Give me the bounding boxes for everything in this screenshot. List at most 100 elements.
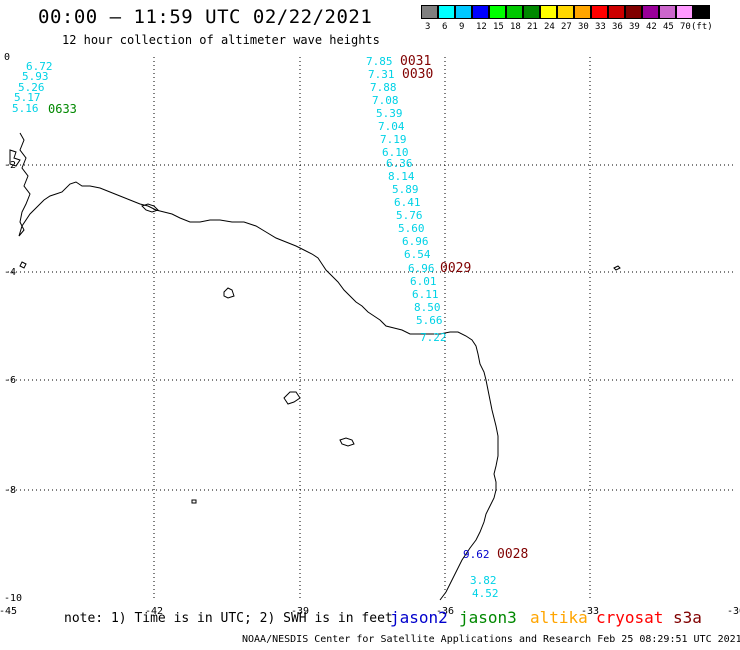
legend-swatch bbox=[659, 5, 676, 19]
wave-height-reading: 6.36 bbox=[386, 157, 413, 170]
legend-label: 39 bbox=[629, 22, 640, 32]
legend-label: 18 bbox=[510, 22, 521, 32]
x-tick-label: -30 bbox=[727, 606, 740, 617]
island-6 bbox=[191, 499, 197, 504]
legend-swatch bbox=[489, 5, 506, 19]
x-tick-label: -45 bbox=[0, 606, 17, 617]
wave-height-reading: 6.96 bbox=[402, 235, 429, 248]
satellite-label-altika: altika bbox=[530, 608, 588, 627]
wave-height-reading: 6.41 bbox=[394, 196, 421, 209]
satellite-label-cryosat: cryosat bbox=[596, 608, 664, 627]
legend-label: 33 bbox=[595, 22, 606, 32]
legend-label: 6 bbox=[442, 22, 448, 32]
x-tick-label: -39 bbox=[291, 606, 309, 617]
legend-label: 15 bbox=[493, 22, 504, 32]
island-1 bbox=[223, 287, 235, 299]
legend-label: 45 bbox=[663, 22, 674, 32]
legend-swatch bbox=[438, 5, 455, 19]
wave-height-reading: 7.88 bbox=[370, 81, 397, 94]
island-2 bbox=[283, 391, 301, 405]
wave-height-reading: 5.39 bbox=[376, 107, 403, 120]
x-tick-label: -36 bbox=[436, 606, 454, 617]
island-5 bbox=[19, 261, 27, 269]
x-tick-label: -33 bbox=[581, 606, 599, 617]
wave-height-reading: 5.60 bbox=[398, 222, 425, 235]
legend-swatch bbox=[523, 5, 540, 19]
time-label: 0030 bbox=[402, 67, 433, 82]
legend-label: 42 bbox=[646, 22, 657, 32]
wave-height-reading: 8.50 bbox=[414, 301, 441, 314]
legend-swatch bbox=[676, 5, 693, 19]
map-subtitle: 12 hour collection of altimeter wave hei… bbox=[62, 33, 380, 47]
color-legend bbox=[421, 5, 710, 19]
y-tick-label: -8 bbox=[4, 485, 16, 496]
y-tick-label: -10 bbox=[4, 593, 22, 604]
wave-height-reading: 8.14 bbox=[388, 170, 415, 183]
legend-swatch bbox=[455, 5, 472, 19]
wave-height-reading: 5.93 bbox=[22, 70, 49, 83]
wave-height-reading: 6.11 bbox=[412, 288, 439, 301]
legend-swatch bbox=[574, 5, 591, 19]
y-tick-label: -4 bbox=[4, 267, 16, 278]
wave-height-reading: 5.76 bbox=[396, 209, 423, 222]
wave-height-reading: 5.66 bbox=[416, 314, 443, 327]
map-title: 00:00 – 11:59 UTC 02/22/2021 bbox=[38, 6, 373, 28]
legend-swatch bbox=[472, 5, 489, 19]
legend-swatch bbox=[591, 5, 608, 19]
wave-height-reading: 6.10 bbox=[382, 146, 409, 159]
legend-swatch bbox=[693, 5, 710, 19]
wave-height-reading: 7.85 bbox=[366, 55, 393, 68]
time-label: 0029 bbox=[440, 261, 471, 276]
wave-height-reading: 7.04 bbox=[378, 120, 405, 133]
satellite-label-jason3: jason3 bbox=[459, 608, 517, 627]
island-north bbox=[9, 149, 21, 167]
wave-height-reading: 6.01 bbox=[410, 275, 437, 288]
legend-label: 12 bbox=[476, 22, 487, 32]
wave-height-reading: 7.08 bbox=[372, 94, 399, 107]
wave-height-reading: 5.26 bbox=[18, 81, 45, 94]
legend-swatch bbox=[557, 5, 574, 19]
legend-swatch bbox=[421, 5, 438, 19]
wave-height-reading: 6.96 bbox=[408, 262, 435, 275]
satellite-label-s3a: s3a bbox=[673, 608, 702, 627]
wave-height-reading: 7.22 bbox=[420, 331, 447, 344]
legend-swatch bbox=[642, 5, 659, 19]
satellite-label-jason2: jason2 bbox=[390, 608, 448, 627]
legend-swatch bbox=[506, 5, 523, 19]
legend-label: 9 bbox=[459, 22, 465, 32]
legend-label: 24 bbox=[544, 22, 555, 32]
wave-height-reading: 7.19 bbox=[380, 133, 407, 146]
credit-line: NOAA/NESDIS Center for Satellite Applica… bbox=[242, 634, 740, 645]
units-note: note: 1) Time is in UTC; 2) SWH is in fe… bbox=[64, 611, 393, 626]
wave-height-reading: 5.16 bbox=[12, 102, 39, 115]
legend-label: 21 bbox=[527, 22, 538, 32]
y-tick-label: -6 bbox=[4, 375, 16, 386]
wave-height-reading: 5.17 bbox=[14, 91, 41, 104]
coastline bbox=[18, 132, 499, 601]
island-3 bbox=[339, 437, 355, 447]
x-tick-label: -42 bbox=[145, 606, 163, 617]
legend-swatch bbox=[625, 5, 642, 19]
map-grid bbox=[8, 57, 736, 600]
wave-height-reading: 3.82 bbox=[470, 574, 497, 587]
time-label: 0633 bbox=[48, 102, 77, 116]
time-label: 0031 bbox=[400, 54, 431, 69]
legend-label: 36 bbox=[612, 22, 623, 32]
y-tick-label: -2 bbox=[4, 160, 16, 171]
island-coast-1 bbox=[141, 203, 159, 213]
legend-label: 27 bbox=[561, 22, 572, 32]
wave-height-reading: 9.62 bbox=[463, 548, 490, 561]
wave-height-reading: 6.72 bbox=[26, 60, 53, 73]
legend-label: 3 bbox=[425, 22, 431, 32]
time-label: 0028 bbox=[497, 547, 528, 562]
wave-height-reading: 5.89 bbox=[392, 183, 419, 196]
legend-label: 30 bbox=[578, 22, 589, 32]
island-4 bbox=[613, 265, 621, 271]
wave-height-reading: 7.31 bbox=[368, 68, 395, 81]
legend-label: (ft) bbox=[691, 22, 713, 32]
legend-swatch bbox=[540, 5, 557, 19]
y-tick-label: 0 bbox=[4, 52, 10, 63]
wave-height-reading: 6.54 bbox=[404, 248, 431, 261]
legend-swatch bbox=[608, 5, 625, 19]
